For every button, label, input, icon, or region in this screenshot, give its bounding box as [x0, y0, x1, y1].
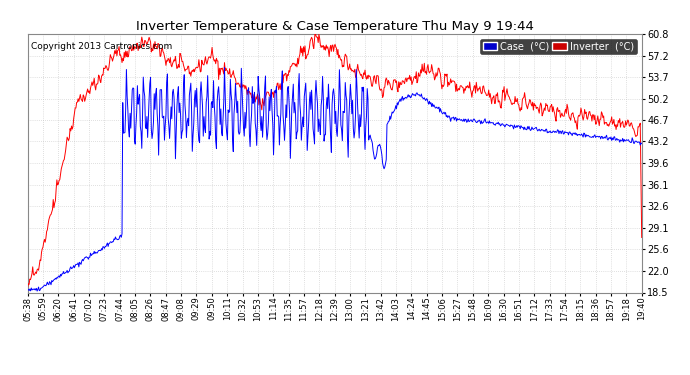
Title: Inverter Temperature & Case Temperature Thu May 9 19:44: Inverter Temperature & Case Temperature … — [136, 20, 533, 33]
Legend: Case  (°C), Inverter  (°C): Case (°C), Inverter (°C) — [480, 39, 637, 54]
Text: Copyright 2013 Cartronics.com: Copyright 2013 Cartronics.com — [30, 42, 172, 51]
